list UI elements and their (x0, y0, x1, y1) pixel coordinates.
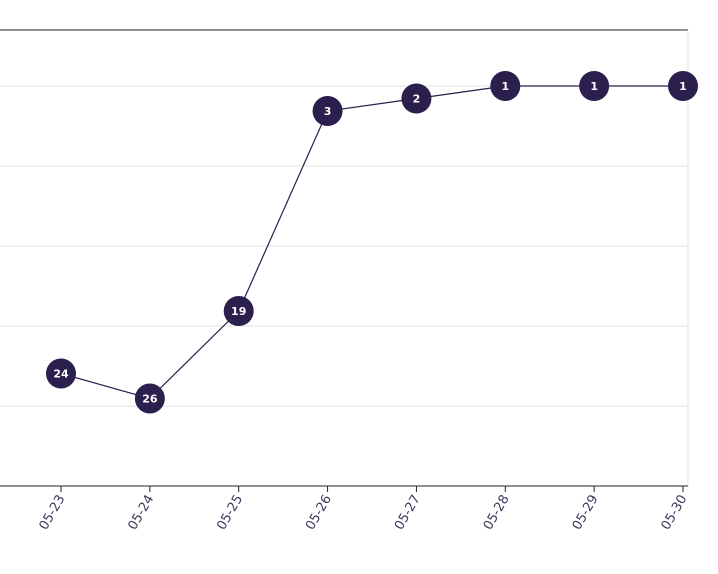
point-value-label: 3 (324, 105, 332, 118)
point-value-label: 1 (590, 80, 598, 93)
point-value-label: 24 (53, 368, 69, 381)
series-line (60, 85, 683, 400)
point-marker (490, 71, 521, 101)
point-marker (223, 296, 254, 326)
x-tick-label: 05-30 (659, 493, 691, 533)
point-marker (668, 71, 698, 101)
series-polyline (60, 85, 683, 400)
point-value-label: 1 (679, 80, 687, 93)
point-value-label: 1 (501, 80, 509, 93)
data-point-05-27: 2 (401, 83, 432, 114)
point-value-label: 19 (231, 305, 246, 318)
point-marker (401, 83, 432, 114)
gridlines (0, 29, 689, 487)
x-tick-label: 05-29 (570, 493, 602, 533)
point-marker (134, 383, 165, 414)
x-tick-label: 05-28 (481, 493, 513, 533)
data-point-05-26: 3 (312, 96, 343, 126)
data-point-05-24: 26 (134, 383, 165, 414)
point-value-label: 2 (413, 93, 421, 106)
x-tick-label: 05-23 (37, 493, 69, 533)
x-tick-label: 05-25 (214, 493, 246, 533)
point-marker (46, 358, 76, 389)
point-marker (579, 71, 610, 101)
data-point-05-28: 1 (490, 71, 521, 101)
point-marker (312, 96, 343, 126)
x-tick-label: 05-24 (125, 493, 157, 533)
data-point-05-25: 19 (223, 296, 254, 326)
x-tick-label: 05-27 (392, 493, 424, 533)
data-points: 24 26 19 3 2 1 1 1 (46, 71, 698, 414)
x-tick-label: 05-26 (303, 493, 335, 533)
data-point-05-23: 24 (46, 358, 76, 389)
data-point-05-29: 1 (579, 71, 610, 101)
x-axis-ticks: 05-23 05-24 05-25 05-26 05-27 05-28 05-29 05-30 (37, 486, 691, 533)
data-point-05-30: 1 (668, 71, 698, 101)
point-value-label: 26 (142, 393, 158, 406)
